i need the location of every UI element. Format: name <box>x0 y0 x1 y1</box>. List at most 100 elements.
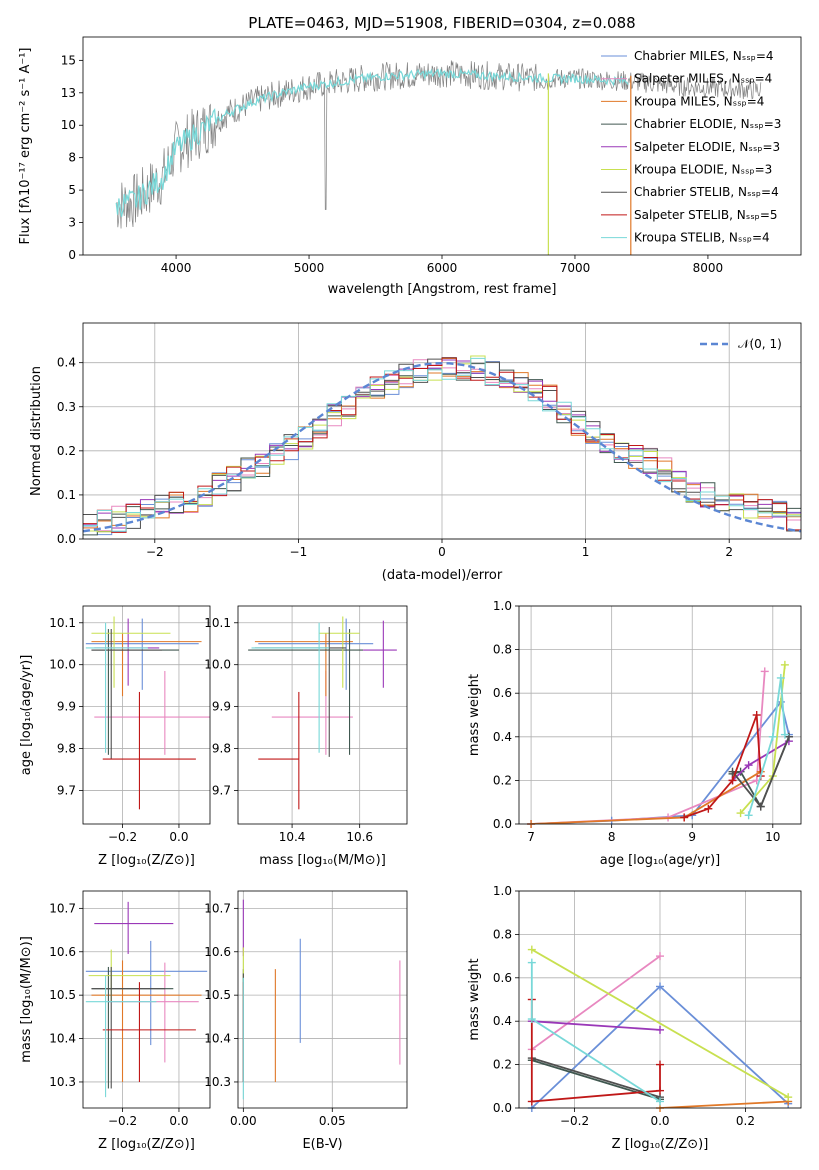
x-tick-label: −2 <box>146 545 164 559</box>
axes-frame <box>518 605 802 825</box>
legend-label: Kroupa MILES, Nₛₛₚ=4 <box>634 94 764 108</box>
weight-series <box>531 1020 661 1031</box>
y-tick-label: 0.2 <box>57 444 76 458</box>
weight-series <box>747 677 786 816</box>
y-tick-label: 0.0 <box>57 532 76 546</box>
y-tick-label: 1.0 <box>493 884 512 898</box>
x-axis-label: (data-model)/error <box>382 568 503 583</box>
x-axis-label: Z [log₁₀(Z/Z⊙)] <box>98 1137 195 1152</box>
y-tick-label: 10.3 <box>204 1075 231 1089</box>
legend-label: 𝒩(0, 1) <box>738 337 782 351</box>
x-tick-label: 5000 <box>294 261 325 275</box>
data-spectrum <box>115 60 762 229</box>
y-tick-label: 10.1 <box>49 616 76 630</box>
y-tick-label: 10.5 <box>49 988 76 1002</box>
axes-frame <box>237 890 408 1109</box>
weight-series <box>531 699 790 824</box>
x-axis-label: age [log₁₀(age/yr)] <box>600 853 721 868</box>
y-tick-label: 15 <box>61 53 76 67</box>
x-tick-label: 2 <box>725 545 733 559</box>
weight-series <box>531 1057 661 1099</box>
y-axis-label: mass weight <box>467 674 482 756</box>
x-axis-label: Z [log₁₀(Z/Z⊙)] <box>612 1137 709 1152</box>
y-tick-label: 0.6 <box>493 971 512 985</box>
y-tick-label: 10 <box>61 118 76 132</box>
y-tick-label: 0.2 <box>493 1058 512 1072</box>
x-tick-label: 10 <box>765 830 780 844</box>
weight-series <box>659 1100 789 1108</box>
x-tick-label: 0.0 <box>650 1114 669 1128</box>
x-tick-label: −0.2 <box>560 1114 589 1128</box>
x-tick-label: 7 <box>527 830 535 844</box>
y-tick-label: 9.8 <box>212 742 231 756</box>
y-tick-label: 0.6 <box>493 686 512 700</box>
y-tick-label: 10.7 <box>204 901 231 915</box>
y-tick-label: 10.6 <box>49 945 76 959</box>
x-axis-label: mass [log₁₀(M/M⊙)] <box>259 853 386 868</box>
y-tick-label: 10.5 <box>204 988 231 1002</box>
x-tick-label: 10.6 <box>346 830 373 844</box>
y-tick-label: 10.6 <box>204 945 231 959</box>
y-tick-label: 3 <box>68 216 76 230</box>
y-tick-label: 0.4 <box>57 356 76 370</box>
y-tick-label: 0.4 <box>493 730 512 744</box>
x-tick-label: 0.0 <box>169 830 188 844</box>
x-tick-label: 10.4 <box>279 830 306 844</box>
weight-series <box>531 671 766 824</box>
y-tick-label: 5 <box>68 183 76 197</box>
chart-title: PLATE=0463, MJD=51908, FIBERID=0304, z=0… <box>248 14 635 32</box>
x-tick-label: 9 <box>688 830 696 844</box>
y-tick-label: 9.8 <box>57 742 76 756</box>
weight-series <box>531 770 762 824</box>
histogram-series <box>83 357 801 533</box>
weight-series <box>531 1059 661 1101</box>
legend-label: Chabrier ELODIE, Nₛₛₚ=3 <box>634 117 781 131</box>
y-tick-label: 0.2 <box>493 773 512 787</box>
y-tick-label: 9.7 <box>57 783 76 797</box>
y-tick-label: 0.0 <box>493 817 512 831</box>
y-tick-label: 0.8 <box>493 643 512 657</box>
legend-label: Chabrier MILES, Nₛₛₚ=4 <box>634 49 774 63</box>
legend-label: Salpeter MILES, Nₛₛₚ=4 <box>634 72 772 86</box>
histogram-series <box>83 357 801 532</box>
axes-frame <box>82 36 802 256</box>
x-tick-label: 6000 <box>427 261 458 275</box>
model-spectrum <box>115 67 629 217</box>
axes-frame <box>82 605 211 825</box>
x-axis-label: E(B-V) <box>302 1137 342 1152</box>
y-tick-label: 0.4 <box>493 1014 512 1028</box>
gaussian-curve <box>83 361 801 533</box>
x-tick-label: 0.2 <box>736 1114 755 1128</box>
x-tick-label: −0.2 <box>108 830 137 844</box>
x-tick-label: −0.2 <box>108 1114 137 1128</box>
y-tick-label: 8 <box>68 151 76 165</box>
x-tick-label: 8 <box>608 830 616 844</box>
x-tick-label: 8000 <box>693 261 724 275</box>
axes-frame <box>237 605 408 825</box>
axes-frame <box>82 890 211 1109</box>
y-axis-label: Flux [fλ10⁻¹⁷ erg cm⁻² s⁻¹ A⁻¹] <box>18 48 33 245</box>
weight-series <box>531 948 789 1098</box>
y-tick-label: 9.9 <box>57 700 76 714</box>
y-tick-label: 0.3 <box>57 400 76 414</box>
x-axis-label: Z [log₁₀(Z/Z⊙)] <box>98 853 195 868</box>
x-tick-label: 0.00 <box>230 1114 257 1128</box>
weight-series <box>530 999 661 1103</box>
weight-series <box>531 955 661 1051</box>
y-axis-label: mass [log₁₀(M/M⊙)] <box>19 936 34 1063</box>
y-tick-label: 0.8 <box>493 927 512 941</box>
legend-label: Kroupa STELIB, Nₛₛₚ=4 <box>634 231 770 245</box>
legend-label: Salpeter ELODIE, Nₛₛₚ=3 <box>634 140 780 154</box>
y-tick-label: 10.4 <box>49 1032 76 1046</box>
y-axis-label: age [log₁₀(age/yr)] <box>19 655 34 776</box>
y-tick-label: 10.4 <box>204 1032 231 1046</box>
y-tick-label: 9.9 <box>212 700 231 714</box>
axes-frame <box>82 322 802 540</box>
x-tick-label: 1 <box>582 545 590 559</box>
x-tick-label: 0 <box>438 545 446 559</box>
y-tick-label: 1.0 <box>493 599 512 613</box>
x-tick-label: −1 <box>290 545 308 559</box>
x-axis-label: wavelength [Angstrom, rest frame] <box>328 282 557 297</box>
legend-label: Chabrier STELIB, Nₛₛₚ=4 <box>634 185 779 199</box>
x-tick-label: 4000 <box>161 261 192 275</box>
